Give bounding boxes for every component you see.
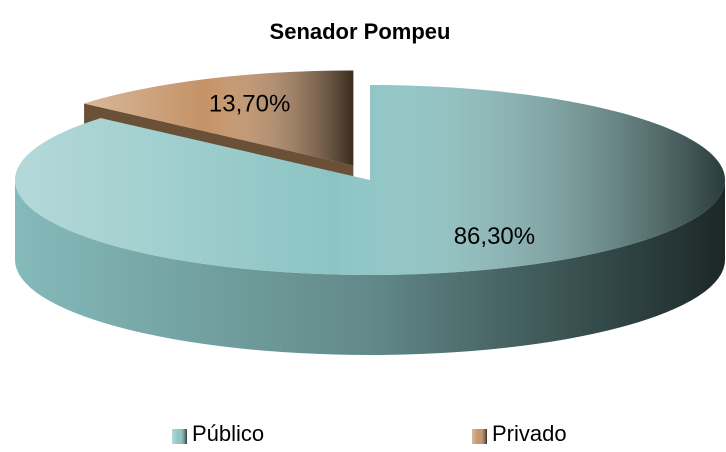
slice: [14, 85, 725, 355]
legend-label: Privado: [492, 421, 567, 446]
legend: Público Privado: [172, 421, 567, 446]
slice-top-shade: [84, 70, 354, 166]
legend-swatch-shade: [172, 429, 187, 444]
pie: 13,70% 86,30%: [14, 70, 725, 355]
data-label: 86,30%: [454, 223, 535, 250]
legend-label: Público: [192, 421, 264, 446]
data-label: 13,70%: [209, 90, 290, 117]
chart-title: Senador Pompeu: [270, 19, 451, 44]
legend-swatch-shade: [472, 429, 487, 444]
slice-side-shade: [15, 180, 725, 355]
slice-top-shade: [14, 85, 725, 275]
